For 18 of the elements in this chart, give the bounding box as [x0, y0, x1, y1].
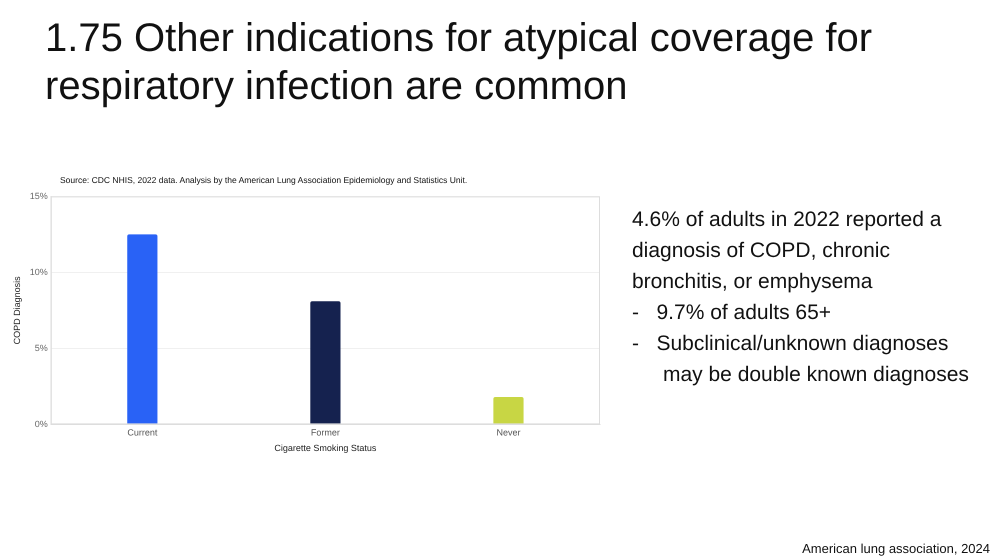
- y-axis-title: COPD Diagnosis: [12, 276, 22, 344]
- text: - 9.7% of adults 65+: [632, 300, 832, 326]
- text: American lung association, 2024: [802, 541, 990, 556]
- bar: [310, 301, 341, 424]
- y-tick-label: 10%: [30, 266, 48, 277]
- bar: [493, 397, 524, 424]
- bar: [127, 234, 158, 424]
- x-axis-title: Cigarette Smoking Status: [274, 443, 377, 454]
- x-tick-label: Current: [127, 427, 158, 438]
- y-tick-label: 15%: [30, 190, 48, 201]
- x-tick-label: Former: [310, 427, 340, 438]
- text: 4.6% of adults in 2022 reported a diagnosis of COPD, chronic bronchitis, or emphysema: [632, 207, 942, 295]
- y-tick-label: 0%: [34, 418, 48, 429]
- text: - Subclinical/unknown diagnoses may be double known diagnoses: [632, 331, 970, 388]
- chart-title: 1.75 Other indications for atypical coverage for respiratory infection are common: [45, 15, 874, 110]
- chart-subtitle: Source: CDC NHIS, 2022 data. Analysis by the American Lung Association Epidemiology and Statistics Unit.: [60, 175, 468, 185]
- y-tick-label: 5%: [34, 342, 48, 353]
- x-tick-label: Never: [496, 427, 520, 438]
